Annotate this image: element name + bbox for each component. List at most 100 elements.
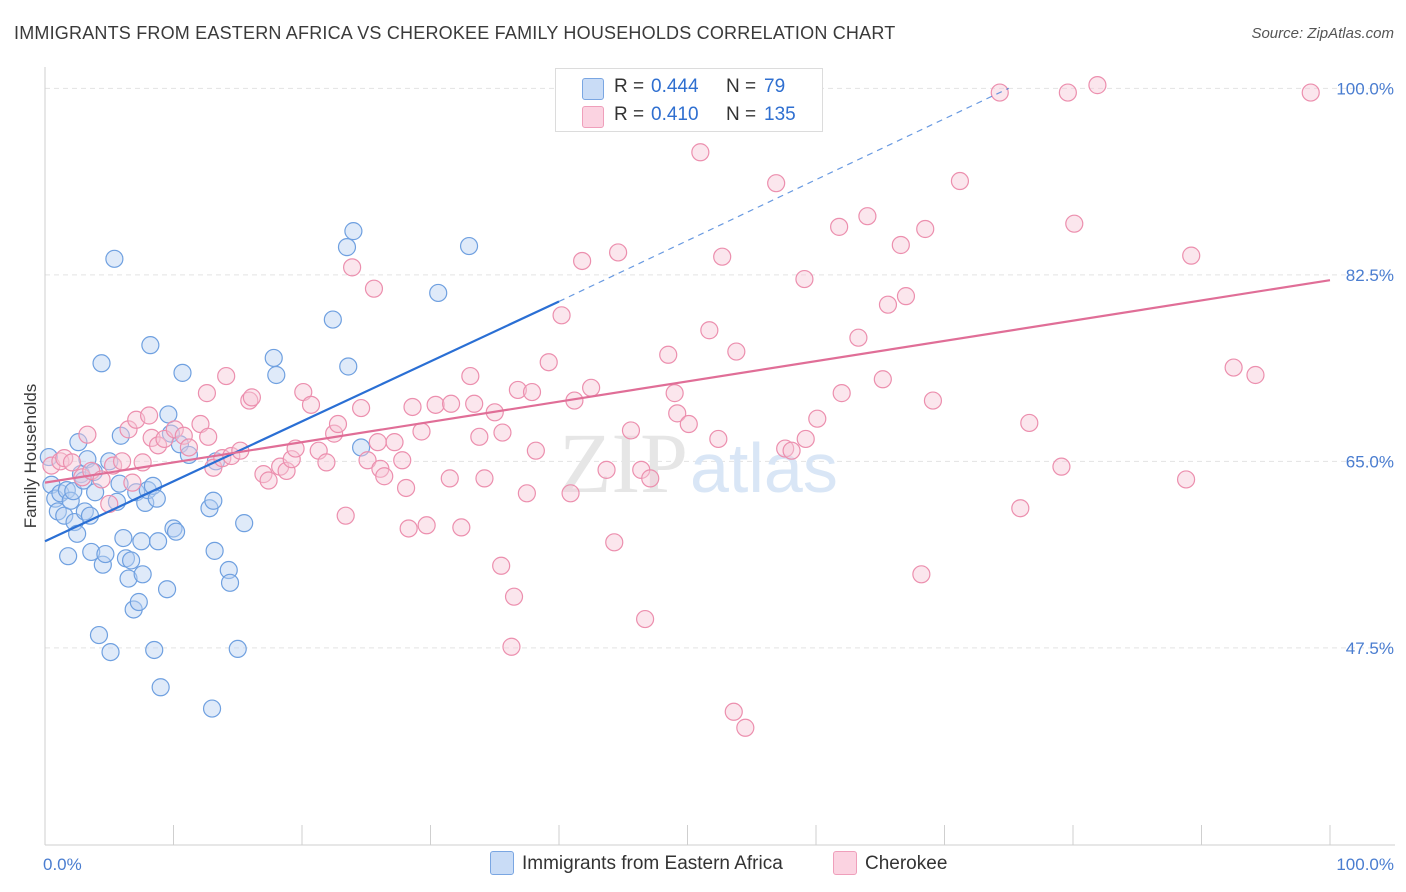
data-point	[417, 516, 436, 535]
n-value: 79	[764, 76, 786, 97]
x-tick-label: 100.0%	[1336, 855, 1394, 874]
data-point	[101, 642, 120, 662]
data-point	[896, 287, 916, 306]
data-point	[470, 427, 489, 446]
data-point	[493, 423, 512, 442]
data-point	[57, 481, 76, 500]
data-point	[1224, 358, 1243, 377]
data-point	[609, 243, 628, 262]
data-point	[452, 518, 471, 537]
data-point	[264, 348, 283, 368]
stats-legend: R = 0.444 N = 79 R = 0.410 N = 135	[555, 68, 823, 132]
data-point	[912, 565, 931, 584]
data-point	[508, 380, 527, 400]
data-point	[62, 453, 82, 472]
data-point	[157, 580, 177, 599]
data-point	[165, 420, 184, 439]
data-point	[173, 363, 192, 382]
data-points	[39, 76, 1320, 737]
data-point	[858, 207, 877, 226]
data-point	[133, 565, 152, 584]
stats-row-immigrants: R = 0.444 N = 79	[556, 73, 822, 101]
data-point	[148, 532, 168, 551]
data-point	[782, 441, 801, 460]
data-point	[337, 238, 357, 257]
data-point	[582, 378, 601, 397]
y-tick-label: 65.0%	[1346, 452, 1394, 471]
data-point	[112, 452, 132, 471]
data-point	[1088, 76, 1107, 95]
data-point	[923, 391, 943, 410]
data-point	[1182, 246, 1201, 265]
data-point	[100, 494, 119, 514]
gridlines	[45, 87, 1395, 649]
data-point	[199, 427, 218, 446]
data-point	[142, 428, 161, 447]
data-point	[96, 544, 115, 564]
data-point	[441, 394, 461, 413]
data-point	[129, 592, 148, 612]
y-tick-label: 47.5%	[1346, 639, 1394, 658]
legend-swatch-pink	[582, 106, 604, 128]
data-point	[504, 587, 524, 606]
data-point	[343, 258, 362, 277]
data-point	[123, 473, 142, 492]
data-point	[174, 426, 193, 445]
r-value: 0.444	[651, 76, 699, 97]
data-point	[526, 441, 545, 460]
data-point	[242, 388, 261, 407]
data-point	[849, 328, 868, 347]
data-point	[139, 406, 159, 425]
data-point	[119, 420, 138, 439]
data-point	[92, 354, 111, 373]
data-point	[412, 422, 431, 441]
data-point	[1246, 365, 1265, 385]
data-point	[358, 451, 377, 470]
data-point	[522, 382, 542, 402]
data-point	[364, 279, 384, 298]
legend-swatch-blue	[582, 78, 604, 100]
data-point	[339, 357, 358, 376]
watermark-zip: ZIP	[559, 415, 688, 511]
legend-label-immigrants: Immigrants from Eastern Africa	[522, 853, 783, 874]
legend-swatch-pink	[833, 851, 857, 875]
stats-row-cherokee: R = 0.410 N = 135	[556, 101, 822, 129]
data-point	[465, 394, 484, 413]
r-value: 0.410	[651, 104, 699, 125]
data-point	[832, 384, 851, 403]
data-point	[277, 461, 296, 481]
tick-labels: 47.5% 65.0% 82.5% 100.0% 0.0% 100.0%	[43, 79, 1394, 874]
data-point	[205, 541, 224, 560]
data-point	[240, 391, 259, 410]
data-point	[539, 353, 558, 372]
data-point	[621, 421, 641, 440]
data-point	[82, 542, 101, 562]
r-label: R =	[614, 104, 645, 125]
trend-extension	[558, 87, 1010, 303]
data-point	[1020, 413, 1039, 433]
data-point	[323, 310, 342, 329]
trend-line	[44, 279, 1331, 484]
bottom-legend: Immigrants from Eastern Africa Cherokee	[0, 849, 1406, 879]
data-point	[110, 474, 129, 493]
data-point	[145, 640, 164, 660]
data-point	[399, 519, 418, 538]
data-point	[104, 456, 123, 475]
n-value: 135	[764, 104, 796, 125]
data-point	[1011, 499, 1030, 518]
data-point	[659, 345, 678, 364]
data-point	[235, 514, 254, 533]
y-tick-label: 100.0%	[1336, 79, 1394, 98]
data-point	[641, 469, 660, 488]
data-point	[916, 219, 935, 239]
data-point	[151, 678, 170, 697]
data-point	[440, 469, 459, 488]
data-point	[204, 491, 223, 510]
data-point	[197, 384, 217, 403]
n-label: N =	[726, 76, 757, 97]
legend-label-cherokee: Cherokee	[865, 853, 948, 874]
r-label: R =	[614, 76, 645, 97]
data-point	[344, 222, 363, 241]
data-point	[691, 143, 710, 162]
data-point	[679, 414, 698, 434]
